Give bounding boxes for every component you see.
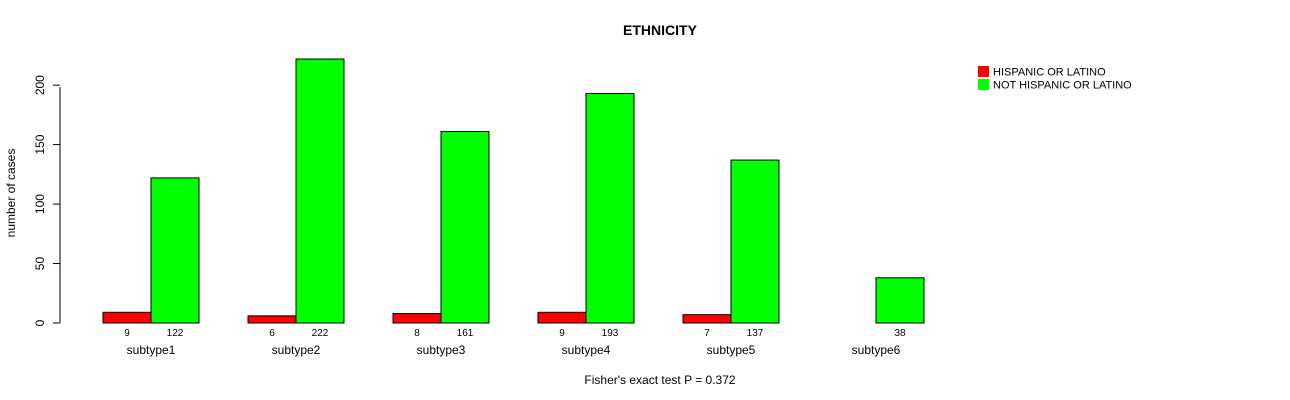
- bar-value-label: 222: [312, 328, 329, 339]
- bars: [102, 58, 925, 324]
- y-axis-label: number of cases: [4, 149, 18, 238]
- y-tick-label: 150: [33, 134, 47, 154]
- bar-labels: 9 122 6 222 8 161 9 193 7 137 38: [124, 328, 906, 339]
- bar-subtype5-hispanic: [682, 314, 732, 324]
- bar-subtype1-hispanic: [102, 311, 152, 324]
- y-tick-label: 100: [33, 194, 47, 214]
- x-tick-label-subtype1: subtype1: [127, 343, 176, 357]
- x-tick-labels: subtype1 subtype2 subtype3 subtype4 subtype5…: [127, 343, 901, 357]
- x-tick-label-subtype5: subtype5: [707, 343, 756, 357]
- bar-value-label: 137: [747, 328, 764, 339]
- bar-value-label: 9: [559, 328, 565, 339]
- chart-title: ETHNICITY: [623, 22, 698, 38]
- bar-value-label: 9: [124, 328, 130, 339]
- bar-subtype4-not-hispanic: [585, 92, 635, 324]
- y-tick-label: 50: [33, 257, 47, 271]
- legend-swatch: [978, 66, 989, 77]
- bar-subtype5-not-hispanic: [730, 159, 780, 324]
- x-tick-label-subtype6: subtype6: [852, 343, 901, 357]
- bar-value-label: 122: [167, 328, 184, 339]
- bar-subtype3-not-hispanic: [440, 131, 490, 324]
- y-tick-label: 0: [33, 319, 47, 326]
- bar-subtype1-not-hispanic: [150, 177, 200, 324]
- bar-subtype6-not-hispanic: [875, 277, 925, 324]
- bar-subtype4-hispanic: [537, 311, 587, 324]
- y-ticks: 0 50 100 150 200: [33, 75, 60, 326]
- bar-value-label: 7: [704, 328, 710, 339]
- x-axis-caption: Fisher's exact test P = 0.372: [584, 373, 735, 387]
- bar-value-label: 193: [602, 328, 619, 339]
- x-tick-label-subtype4: subtype4: [562, 343, 611, 357]
- bar-subtype2-hispanic: [247, 315, 297, 324]
- bar-value-label: 6: [269, 328, 275, 339]
- y-tick-label: 200: [33, 75, 47, 95]
- x-tick-label-subtype3: subtype3: [417, 343, 466, 357]
- legend-label: NOT HISPANIC OR LATINO: [993, 80, 1132, 92]
- bar-value-label: 8: [414, 328, 420, 339]
- legend-swatch: [978, 79, 989, 90]
- x-tick-label-subtype2: subtype2: [272, 343, 321, 357]
- bar-subtype3-hispanic: [392, 312, 442, 324]
- bar-value-label: 161: [457, 328, 474, 339]
- bar-value-label: 38: [894, 328, 906, 339]
- legend-label: HISPANIC OR LATINO: [993, 67, 1106, 79]
- bar-subtype2-not-hispanic: [295, 58, 345, 324]
